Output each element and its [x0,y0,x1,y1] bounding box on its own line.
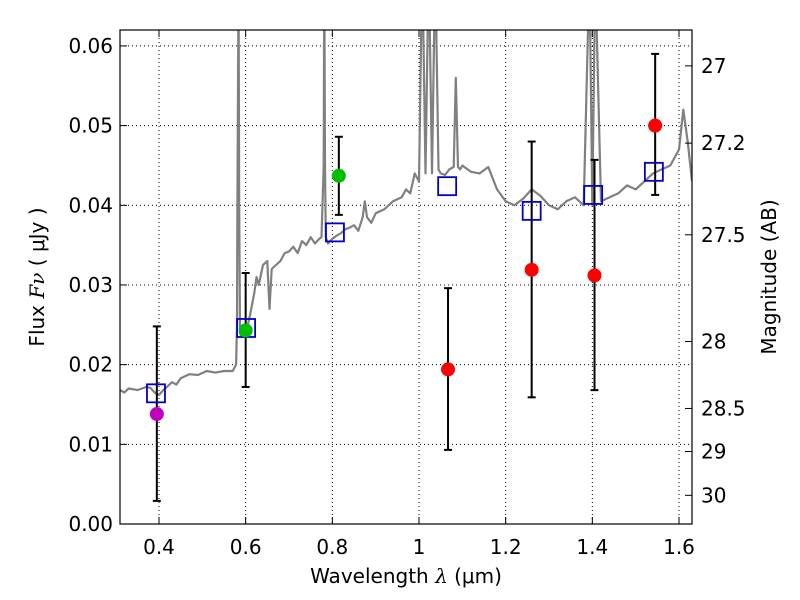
y-tick-label: 0.05 [68,114,113,138]
x-axis-label-text: Wavelength [310,564,435,588]
observed-point [524,262,539,277]
y-axis-label-unit: ( μJy ) [25,207,49,272]
y-axis-label: Flux Fν ( μJy ) [25,207,49,346]
x-tick-label: 1 [413,535,426,559]
magnitude-tick-label: 27 [701,54,726,78]
observed-point [441,362,456,377]
grid [120,30,692,525]
y-tick-label: 0.02 [68,353,113,377]
y-axis-label-symbol: Fν [25,273,49,300]
model-point [583,185,604,205]
observed-point [238,323,253,338]
magnitude-tick-label: 27.2 [701,131,746,155]
magnitude-tick-label: 30 [701,483,726,507]
observed-point [149,407,164,422]
y-axis-label-text: Flux [25,299,49,347]
magnitude-tick-label: 28 [701,330,726,354]
y-tick-label: 0.00 [68,512,113,536]
x-tick-label: 0.8 [316,535,348,559]
model-point [437,176,458,197]
x-tick-label: 1.4 [576,535,608,559]
x-tick-label: 1.6 [663,535,695,559]
x-tick-label: 0.6 [230,535,262,559]
sed-spectrum-line [120,30,692,396]
y-tick-label: 0.03 [68,273,113,297]
observed-point [587,268,602,283]
magnitude-tick-label: 27.5 [701,223,746,247]
y-tick-label: 0.06 [68,34,113,58]
y-tick-label: 0.04 [68,193,113,217]
plot-frame [119,29,693,525]
model-point [643,161,664,182]
magnitude-axis-label: Magnitude (AB) [757,199,781,354]
magnitude-tick-label: 29 [701,439,726,463]
y-tick-label: 0.01 [68,432,113,456]
model-point [521,200,542,221]
model-point [146,383,166,404]
observed-point [648,118,663,133]
magnitude-tick-label: 28.5 [701,396,746,420]
plot-area [120,30,692,502]
model-point [325,222,345,243]
x-tick-label: 0.4 [143,535,175,559]
x-axis-label-symbol: λ [434,564,448,588]
x-axis-label: Wavelength λ (μm) [310,564,502,588]
observed-point [331,168,346,183]
x-axis-label-unit: (μm) [448,564,502,588]
x-tick-label: 1.2 [490,535,522,559]
